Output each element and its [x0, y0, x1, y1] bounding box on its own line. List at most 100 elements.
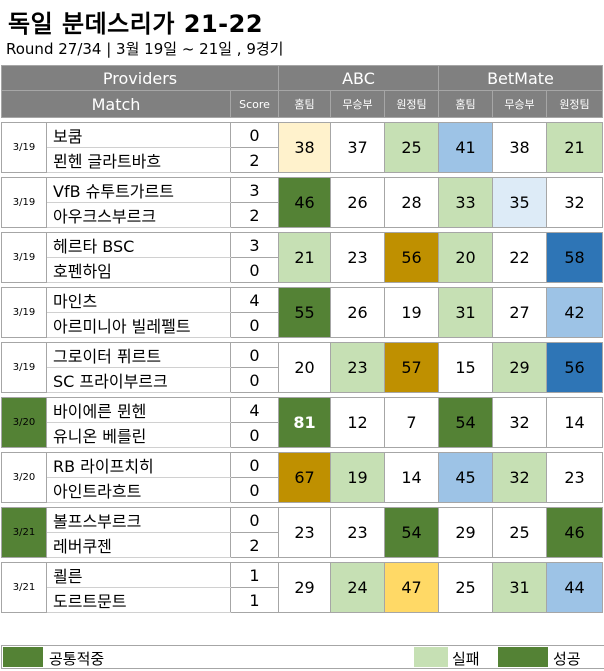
match-date: 3/21: [1, 507, 47, 558]
away-team-name: 레버쿠젠: [46, 532, 231, 558]
home-score: 0: [230, 507, 279, 533]
betmate-draw-pct: 25: [492, 507, 547, 558]
betmate-draw-pct: 31: [492, 562, 547, 613]
away-score: 2: [230, 532, 279, 558]
home-score: 3: [230, 232, 279, 258]
abc-draw-pct: 26: [330, 287, 385, 338]
home-team-name: VfB 슈투트가르트: [46, 177, 231, 203]
abc-draw-pct: 24: [330, 562, 385, 613]
betmate-away-pct: 44: [546, 562, 603, 613]
abc-away-pct: 19: [384, 287, 439, 338]
abc-away-pct: 28: [384, 177, 439, 228]
betmate-away-pct: 14: [546, 397, 603, 448]
betmate-draw-pct: 22: [492, 232, 547, 283]
betmate-draw-pct: 35: [492, 177, 547, 228]
home-team-name: 바이에른 뮌헨: [46, 397, 231, 423]
abc-home-header: 홈팀: [278, 90, 331, 118]
match-date: 3/19: [1, 342, 47, 393]
home-score: 0: [230, 342, 279, 368]
abc-away-header: 원정팀: [384, 90, 439, 118]
legend: 공통적중 실패 성공: [1, 645, 604, 669]
abc-draw-pct: 12: [330, 397, 385, 448]
legend-fail-swatch: [414, 647, 448, 667]
abc-draw-pct: 23: [330, 507, 385, 558]
abc-home-pct: 81: [278, 397, 331, 448]
providers-header: Providers: [1, 65, 279, 91]
home-score: 3: [230, 177, 279, 203]
betmate-draw-pct: 32: [492, 452, 547, 503]
betmate-draw-pct: 29: [492, 342, 547, 393]
abc-away-pct: 7: [384, 397, 439, 448]
match-date: 3/21: [1, 562, 47, 613]
abc-away-pct: 54: [384, 507, 439, 558]
away-score: 0: [230, 477, 279, 503]
match-header: Match: [1, 90, 231, 118]
abc-away-pct: 56: [384, 232, 439, 283]
betmate-away-pct: 42: [546, 287, 603, 338]
betmate-home-pct: 20: [438, 232, 493, 283]
home-team-name: 헤르타 BSC: [46, 232, 231, 258]
prediction-table: Providers ABC BetMate Match Score 홈팀 무승부…: [1, 65, 603, 613]
abc-home-pct: 23: [278, 507, 331, 558]
betmate-home-pct: 45: [438, 452, 493, 503]
legend-fail-label: 실패: [452, 650, 480, 668]
legend-success-swatch: [498, 647, 548, 667]
betmate-away-pct: 46: [546, 507, 603, 558]
away-team-name: 도르트문트: [46, 587, 231, 613]
betmate-away-header: 원정팀: [546, 90, 603, 118]
home-score: 4: [230, 397, 279, 423]
home-score: 1: [230, 562, 279, 588]
abc-home-pct: 21: [278, 232, 331, 283]
away-score: 1: [230, 587, 279, 613]
betmate-home-pct: 29: [438, 507, 493, 558]
betmate-draw-pct: 32: [492, 397, 547, 448]
abc-draw-pct: 23: [330, 232, 385, 283]
home-score: 0: [230, 122, 279, 148]
betmate-away-pct: 21: [546, 122, 603, 173]
home-score: 4: [230, 287, 279, 313]
match-date: 3/20: [1, 397, 47, 448]
away-team-name: 묀헨 글라트바흐: [46, 147, 231, 173]
betmate-home-pct: 41: [438, 122, 493, 173]
away-team-name: 아우크스부르크: [46, 202, 231, 228]
abc-away-pct: 14: [384, 452, 439, 503]
abc-home-pct: 55: [278, 287, 331, 338]
abc-away-pct: 57: [384, 342, 439, 393]
betmate-away-pct: 58: [546, 232, 603, 283]
match-date: 3/20: [1, 452, 47, 503]
home-team-name: 볼프스부르크: [46, 507, 231, 533]
away-score: 0: [230, 422, 279, 448]
betmate-home-pct: 25: [438, 562, 493, 613]
betmate-away-pct: 56: [546, 342, 603, 393]
home-team-name: 마인츠: [46, 287, 231, 313]
away-score: 0: [230, 312, 279, 338]
betmate-away-pct: 23: [546, 452, 603, 503]
abc-draw-header: 무승부: [330, 90, 385, 118]
match-date: 3/19: [1, 177, 47, 228]
betmate-draw-pct: 38: [492, 122, 547, 173]
match-date: 3/19: [1, 287, 47, 338]
away-score: 2: [230, 202, 279, 228]
score-header: Score: [230, 90, 279, 118]
away-team-name: 아르미니아 빌레펠트: [46, 312, 231, 338]
abc-home-pct: 38: [278, 122, 331, 173]
match-date: 3/19: [1, 122, 47, 173]
away-score: 0: [230, 367, 279, 393]
away-score: 0: [230, 257, 279, 283]
round-subtitle: Round 27/34 | 3월 19일 ~ 21일 , 9경기: [6, 40, 284, 58]
home-team-name: RB 라이프치히: [46, 452, 231, 478]
betmate-home-pct: 33: [438, 177, 493, 228]
home-team-name: 쾰른: [46, 562, 231, 588]
abc-header: ABC: [278, 65, 439, 91]
abc-home-pct: 46: [278, 177, 331, 228]
abc-draw-pct: 37: [330, 122, 385, 173]
away-team-name: 아인트라흐트: [46, 477, 231, 503]
page-title: 독일 분데스리가 21-22: [8, 10, 264, 38]
legend-success-label: 성공: [553, 650, 581, 668]
abc-draw-pct: 19: [330, 452, 385, 503]
away-score: 2: [230, 147, 279, 173]
betmate-header: BetMate: [438, 65, 603, 91]
abc-away-pct: 25: [384, 122, 439, 173]
away-team-name: 호펜하임: [46, 257, 231, 283]
home-score: 0: [230, 452, 279, 478]
